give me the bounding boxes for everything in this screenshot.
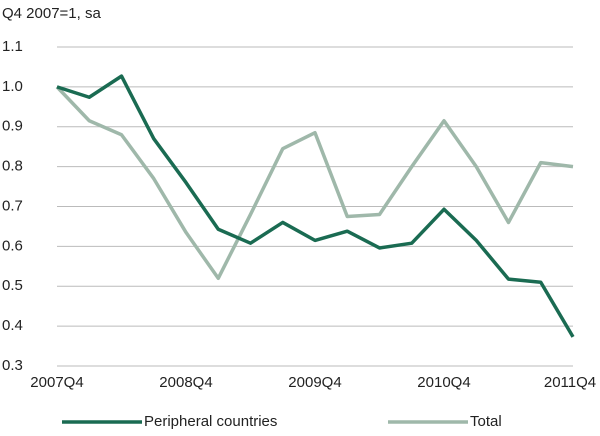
y-tick-label: 0.8 [2, 158, 23, 175]
y-tick-label: 0.4 [2, 317, 23, 334]
line-series [55, 85, 574, 281]
y-tick-label: 1.0 [2, 78, 23, 95]
line-series [56, 74, 575, 338]
y-tick-label: 0.9 [2, 118, 23, 135]
x-tick-label: 2010Q4 [417, 374, 470, 391]
y-tick-label: 1.1 [2, 38, 23, 55]
x-tick-label: 2008Q4 [159, 374, 212, 391]
legend-label: Total [470, 413, 502, 430]
x-tick-label: 2011Q4 [544, 374, 596, 391]
x-tick-label: 2007Q4 [30, 374, 83, 391]
y-tick-label: 0.5 [2, 277, 23, 294]
y-tick-label: 0.3 [2, 357, 23, 374]
y-axis-label: Q4 2007=1, sa [2, 5, 101, 22]
y-tick-label: 0.7 [2, 197, 23, 214]
y-tick-label: 0.6 [2, 237, 23, 254]
x-tick-label: 2009Q4 [288, 374, 341, 391]
legend-label: Peripheral countries [144, 413, 277, 430]
